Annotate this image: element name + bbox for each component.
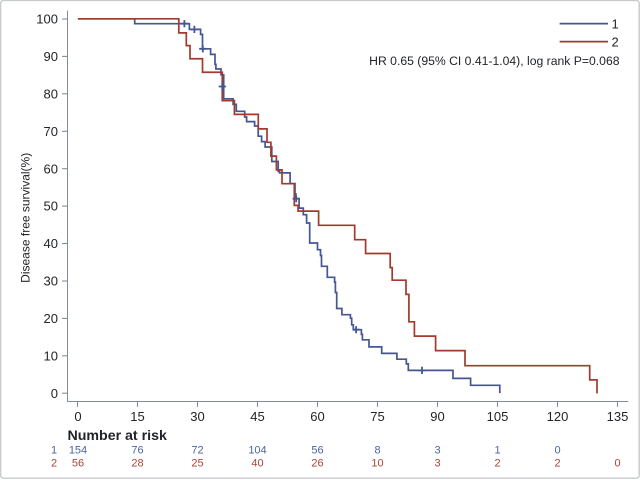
svg-text:2: 2 <box>554 457 560 469</box>
svg-text:3: 3 <box>434 445 440 457</box>
svg-text:100: 100 <box>36 12 58 27</box>
svg-text:2: 2 <box>612 34 619 49</box>
svg-text:30: 30 <box>190 409 204 424</box>
svg-text:2: 2 <box>51 457 57 469</box>
svg-text:30: 30 <box>44 274 58 289</box>
svg-text:3: 3 <box>434 457 440 469</box>
svg-text:105: 105 <box>487 409 509 424</box>
svg-text:60: 60 <box>44 161 58 176</box>
svg-text:0: 0 <box>614 457 620 469</box>
svg-text:120: 120 <box>547 409 569 424</box>
svg-text:75: 75 <box>370 409 384 424</box>
svg-text:25: 25 <box>191 457 203 469</box>
svg-text:1: 1 <box>494 445 500 457</box>
svg-text:60: 60 <box>310 409 324 424</box>
svg-text:Number at risk: Number at risk <box>68 428 167 444</box>
svg-text:Disease free survival(%): Disease free survival(%) <box>19 153 33 283</box>
svg-text:10: 10 <box>371 457 383 469</box>
svg-text:26: 26 <box>311 457 323 469</box>
svg-text:40: 40 <box>251 457 263 469</box>
svg-text:72: 72 <box>191 445 203 457</box>
svg-text:0: 0 <box>554 445 560 457</box>
svg-text:8: 8 <box>374 445 380 457</box>
svg-text:90: 90 <box>44 49 58 64</box>
svg-text:HR 0.65 (95% CI 0.41-1.04), lo: HR 0.65 (95% CI 0.41-1.04), log rank P=0… <box>369 54 620 68</box>
svg-text:2: 2 <box>494 457 500 469</box>
svg-text:154: 154 <box>69 445 87 457</box>
svg-text:104: 104 <box>248 445 266 457</box>
svg-text:15: 15 <box>130 409 144 424</box>
svg-text:10: 10 <box>44 348 58 363</box>
svg-text:70: 70 <box>44 124 58 139</box>
svg-text:0: 0 <box>74 409 81 424</box>
svg-text:50: 50 <box>44 199 58 214</box>
svg-text:90: 90 <box>430 409 444 424</box>
svg-text:40: 40 <box>44 236 58 251</box>
svg-text:0: 0 <box>51 386 58 401</box>
svg-text:20: 20 <box>44 311 58 326</box>
svg-text:135: 135 <box>607 409 629 424</box>
svg-text:56: 56 <box>72 457 84 469</box>
svg-text:80: 80 <box>44 86 58 101</box>
svg-text:56: 56 <box>311 445 323 457</box>
svg-text:1: 1 <box>51 445 57 457</box>
svg-text:28: 28 <box>131 457 143 469</box>
svg-text:45: 45 <box>250 409 264 424</box>
svg-text:1: 1 <box>612 16 619 31</box>
svg-text:76: 76 <box>131 445 143 457</box>
